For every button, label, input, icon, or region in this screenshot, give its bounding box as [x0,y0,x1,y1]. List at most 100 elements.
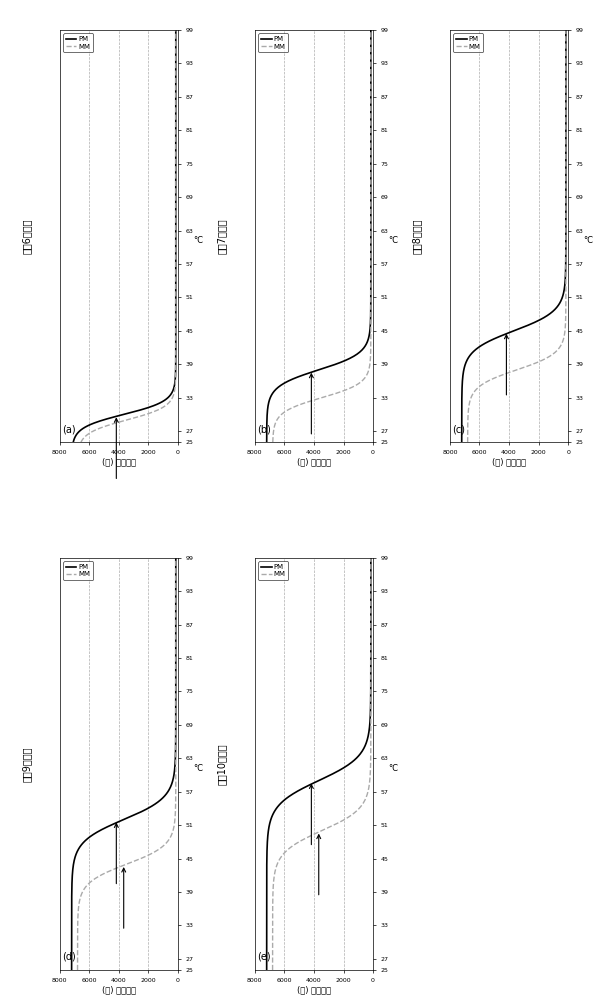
MM [367,161,374,173]
PM [68,891,75,903]
Line: MM: MM [78,558,176,970]
MM [172,24,179,36]
MM [172,654,179,666]
MM [172,330,179,342]
PM [263,891,270,903]
PM [263,436,270,448]
MM [562,126,569,138]
Line: MM: MM [273,30,371,442]
PM [367,126,374,138]
PM [70,858,77,870]
Text: (b): (b) [257,424,271,434]
Legend: PM, MM: PM, MM [453,33,483,52]
PM [317,363,324,375]
Line: PM: PM [462,30,566,442]
PM [172,363,179,375]
PM [458,436,465,448]
MM [562,250,569,262]
MM [367,721,374,733]
Y-axis label: °C: °C [388,236,398,245]
Legend: PM, MM: PM, MM [258,33,288,52]
PM [367,161,374,173]
MM [172,552,179,564]
MM [172,777,179,789]
MM [172,689,179,701]
PM [172,161,179,173]
X-axis label: (右) 荧光强度: (右) 荧光强度 [297,985,331,994]
PM [562,193,569,205]
Legend: PM, MM: PM, MM [63,33,93,52]
MM [269,964,276,976]
PM [367,193,374,205]
Line: PM: PM [73,30,176,442]
PM [172,654,179,666]
MM [367,689,374,701]
PM [172,250,179,262]
MM [367,24,374,36]
MM [172,363,179,375]
PM [68,964,75,976]
MM [77,436,84,448]
MM [367,552,374,564]
Legend: PM, MM: PM, MM [258,561,288,580]
Text: (c): (c) [452,424,465,434]
MM [172,161,179,173]
MM [367,654,374,666]
Legend: PM, MM: PM, MM [63,561,93,580]
X-axis label: (右) 荧光强度: (右) 荧光强度 [297,458,331,467]
MM [77,891,84,903]
X-axis label: (右) 荧光强度: (右) 荧光强度 [102,458,136,467]
PM [367,24,374,36]
MM [515,363,522,375]
Text: 全长7个碷基: 全长7个碷基 [217,218,227,254]
PM [172,193,179,205]
MM [562,24,569,36]
PM [172,552,179,564]
MM [172,721,179,733]
Y-axis label: °C: °C [388,764,398,773]
PM [172,721,179,733]
MM [367,193,374,205]
PM [367,552,374,564]
PM [496,330,504,342]
MM [366,777,373,789]
PM [366,721,373,733]
PM [460,363,468,375]
MM [172,193,179,205]
PM [367,250,374,262]
PM [172,126,179,138]
MM [365,363,373,375]
Line: MM: MM [81,30,176,442]
Line: PM: PM [267,558,371,970]
MM [274,858,281,870]
PM [263,964,270,976]
Text: (d): (d) [62,952,76,962]
PM [168,777,175,789]
PM [562,161,569,173]
PM [309,777,316,789]
MM [367,126,374,138]
PM [367,654,374,666]
PM [172,689,179,701]
Line: PM: PM [72,558,176,970]
PM [172,24,179,36]
MM [367,250,374,262]
MM [367,330,374,342]
Y-axis label: °C: °C [193,764,203,773]
MM [123,858,130,870]
Text: 全长6个碷基: 全长6个碷基 [22,218,32,254]
Text: (a): (a) [62,424,76,434]
Text: 全长8个碷基: 全长8个碷基 [412,218,422,254]
MM [172,250,179,262]
PM [69,436,77,448]
Text: 全长10个碷基: 全长10个碷基 [217,743,227,785]
Text: 全长9个碷基: 全长9个碷基 [22,746,32,782]
Y-axis label: °C: °C [583,236,593,245]
PM [263,858,270,870]
Text: (e): (e) [257,952,271,962]
MM [269,891,276,903]
PM [367,689,374,701]
Line: PM: PM [267,30,371,442]
PM [562,126,569,138]
MM [269,436,276,448]
